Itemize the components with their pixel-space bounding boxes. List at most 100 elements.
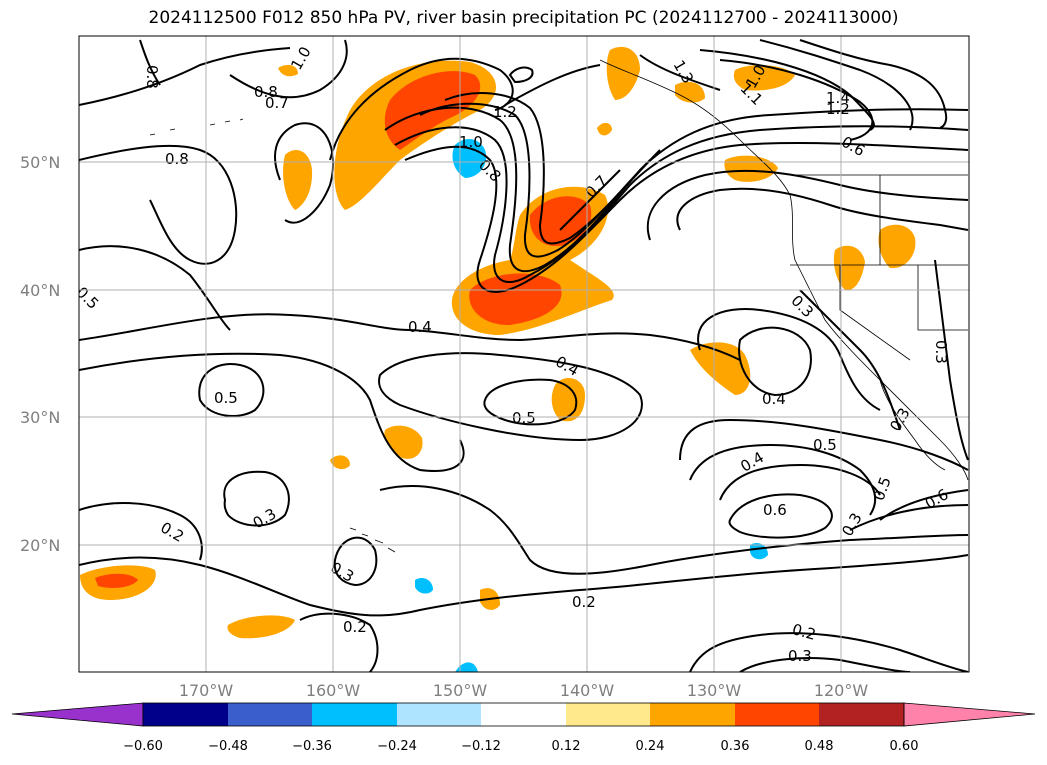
contour-0.8-northwest [79,47,291,106]
coastlines [149,59,969,553]
contour-0.4-east-loop [738,326,812,397]
contour-label: 0.4 [762,390,786,408]
precip-gulf-small [597,122,612,136]
contour-label: 0.5 [214,389,238,407]
contour-0.3-coast [799,289,901,431]
precip-inland-nw [878,224,916,269]
contour-label: 0.3 [327,558,357,586]
contour-0.3-south [379,485,969,575]
contour-label: 0.2 [343,618,367,636]
precip-se-alaska [675,81,705,103]
contour-label: 0.6 [922,485,952,513]
colorbar-segment [566,703,650,726]
colorbar-extend-high [903,702,1036,727]
map-panel: 0.8 1.0 0.8 0.7 1.2 1.0 0.8 0.7 1.4 1.2 … [73,36,969,672]
contour-0.6-ne-outer [646,169,969,241]
contour-0.3-bottom-east [739,657,911,672]
contour-0.5-west [79,245,231,331]
latitude-labels: 50°N 40°N 30°N 20°N [20,153,60,555]
colorbar-segment [143,703,228,726]
precip-neg-south [415,578,433,594]
precip-alaska-coast [606,46,640,100]
contour-0.6-ne-loop [676,187,969,231]
contour-label: 1.0 [459,133,483,151]
colorbar-tick-label: 0.60 [890,739,919,754]
colorbar-tick-label: −0.60 [123,739,163,754]
lon-label: 170°W [179,681,234,700]
north-america-coast [599,59,969,481]
contour-label: 0.2 [157,518,187,546]
baja-coast [879,379,946,471]
colorbar-tick-label: 0.12 [552,739,581,754]
contour-label: 1.4 [826,89,850,107]
lon-label: 140°W [560,681,615,700]
contour-0.5-central-loop [483,378,578,426]
contour-0.3-mid [79,352,465,472]
contour-0.5-west-loop [198,363,265,417]
precip-central-pacific [551,377,585,422]
contour-1.2-ne [719,59,874,141]
contour-label: 0.3 [838,510,866,540]
colorbar-tick-label: 0.24 [636,739,665,754]
contour-label: 0.4 [552,352,582,380]
contour-label: 0.8 [143,65,161,89]
precip-offshore-east [690,342,751,395]
us-state-lines [790,175,968,361]
contour-0.3-far-se [849,504,969,531]
longitude-labels: 170°W 160°W 150°W 140°W 130°W 120°W [179,681,869,700]
lat-label: 20°N [20,536,60,555]
contour-0.3-far-east [934,259,969,461]
contour-0.2-west [79,502,203,561]
colorbar-segment [735,703,819,726]
precip-band-central-core-b [469,273,562,326]
lon-label: 120°W [814,681,869,700]
colorbar-segment [228,703,312,726]
colorbar-outline [142,702,905,727]
contour-label: 0.8 [254,83,278,101]
precip-sw-patch-core [95,573,138,588]
precip-nw-small [278,64,298,77]
precip-small-a [330,455,350,470]
contour-0.7-inner [559,169,621,231]
lon-label: 160°W [306,681,361,700]
colorbar-segment [819,703,904,726]
colorbar-segment [397,703,481,726]
lat-label: 50°N [20,153,60,172]
contour-label: 0.6 [763,501,787,519]
colorbar-ticks: −0.60 −0.48 −0.36 −0.24 −0.12 0.12 0.24 … [123,739,918,754]
contour-label: 1.3 [670,57,698,87]
hawaii-islands [349,527,396,553]
contour-0.3-south-loop [333,536,378,587]
contour-0.2-bottom-east [689,632,969,672]
contour-label: 0.7 [265,94,289,112]
colorbar-segment [481,703,566,726]
precip-hawaii-west [384,425,423,459]
colorbar-tick-label: 0.48 [805,739,834,754]
colorbar-segment [650,703,735,726]
colorbar: −0.60 −0.48 −0.36 −0.24 −0.12 0.12 0.24 … [11,702,1036,754]
colorbar-extend-low [11,702,144,727]
lon-label: 150°W [433,681,488,700]
lat-label: 40°N [20,281,60,300]
colorbar-tick-label: −0.36 [292,739,332,754]
contour-0.2-south [79,554,969,617]
contour-label: 0.5 [870,474,895,503]
precip-neg-bottom [455,662,478,672]
contour-label: 0.5 [73,283,103,313]
contour-trough-c [384,106,969,273]
contour-0.3-se [679,418,969,471]
contour-trough-a [404,141,969,293]
contour-label: 0.2 [572,593,596,611]
colorbar-tick-label: −0.48 [208,739,248,754]
colorbar-tick-label: −0.24 [377,739,417,754]
contour-0.2-bottom [299,612,379,672]
contour-0.3-west-loop [223,470,290,527]
precip-south-patch [227,615,295,639]
contour-0.8-north-b [229,39,348,99]
colorbar-segment [312,703,397,726]
contour-0.4-central-loop [378,352,643,442]
contour-label: 0.4 [408,318,432,336]
contour-0.4-se [689,443,877,516]
contour-label: 0.5 [813,436,837,454]
pv-contours [79,39,969,672]
